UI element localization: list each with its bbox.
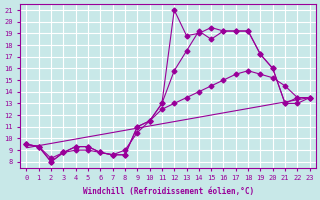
X-axis label: Windchill (Refroidissement éolien,°C): Windchill (Refroidissement éolien,°C) [83, 187, 254, 196]
